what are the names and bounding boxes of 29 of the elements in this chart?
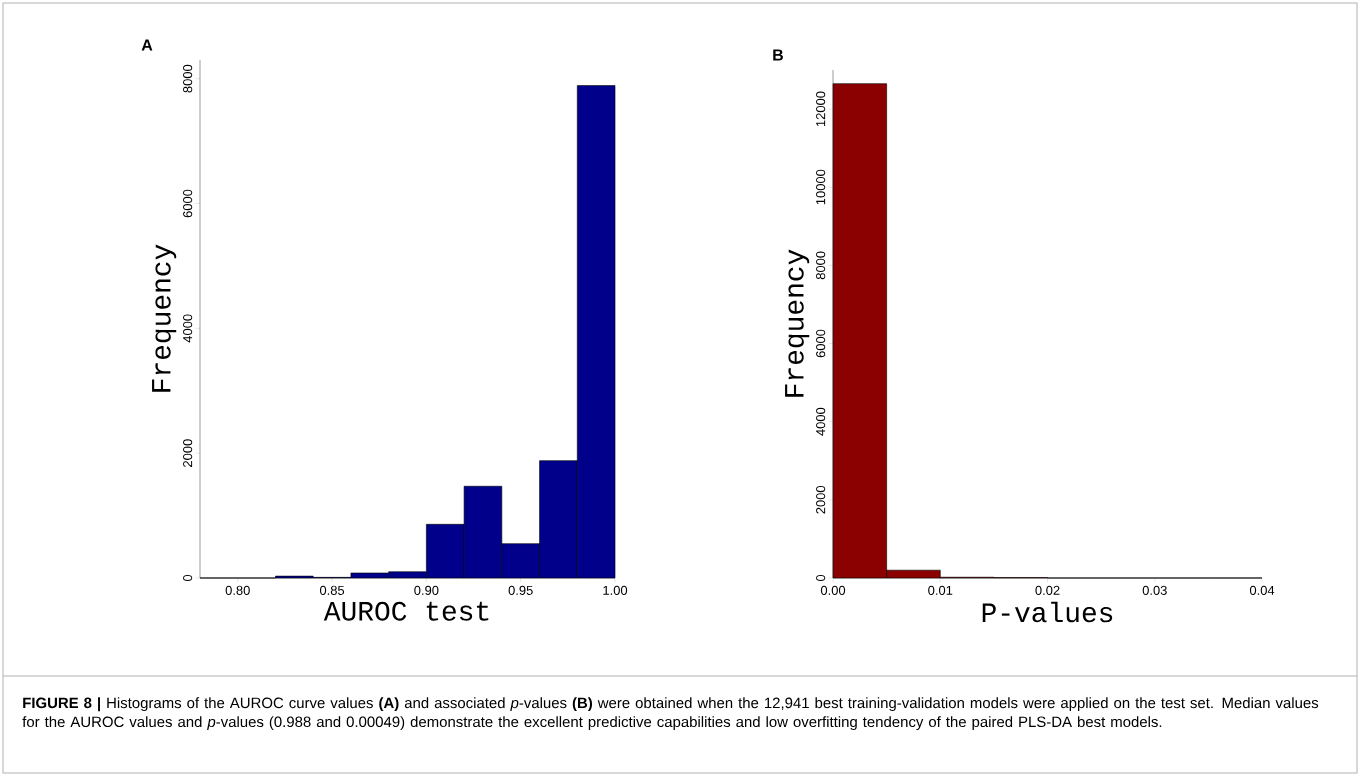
text: FIGURE 8 | Histograms of the AUROC curve values (A) and associated p-values (B) were obtained when the 12,941 best training-validation models were applied on the test set. Median values for the AUROC values and p-values (0.988 and 0.00049) demonstrate the excellent predictive capabilities and low overfitting tendency of the paired PLS-DA best models. [22,697,1319,731]
x-axis-title: P-values [982,601,1113,623]
y-tick-label: 12000 [816,91,826,127]
y-tick-label: 4000 [183,314,193,343]
x-tick-label: 0.00 [820,585,846,595]
y-tick-label: 6000 [183,189,193,218]
y-axis-title: Frequency [785,249,810,397]
x-tick-label: 0.90 [414,585,439,595]
x-tick-label: 0.85 [319,585,345,595]
y-tick-label: 8000 [183,64,193,93]
y-tick-label: 2000 [816,485,826,514]
x-tick-label: 1.00 [603,585,628,595]
x-tick-label: 0.02 [1035,585,1060,595]
y-tick-label: 8000 [816,251,826,280]
y-axis-title: Frequency [152,244,177,392]
y-tick-label: 2000 [183,439,193,467]
x-tick-label: 0.80 [225,585,250,595]
chart-title: B [773,49,783,61]
y-tick-label: 0 [183,574,193,582]
y-tick-label: 0 [816,574,826,582]
x-tick-label: 0.03 [1142,585,1167,595]
y-tick-label: 6000 [816,329,826,358]
y-tick-label: 10000 [816,169,826,205]
x-axis-title: AUROC test [323,601,489,621]
chart-title: A [141,39,153,51]
x-tick-label: 0.04 [1249,585,1275,595]
x-tick-label: 0.95 [508,585,533,595]
y-tick-label: 4000 [816,407,826,436]
x-tick-label: 0.01 [928,585,953,595]
